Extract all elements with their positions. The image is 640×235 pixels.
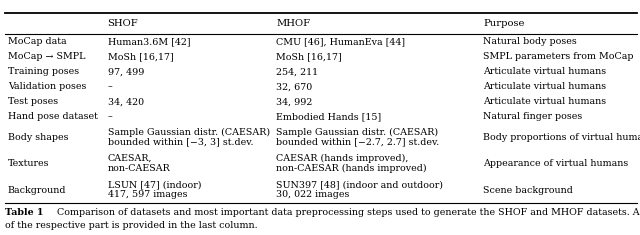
Text: Natural body poses: Natural body poses xyxy=(483,37,577,46)
Text: Embodied Hands [15]: Embodied Hands [15] xyxy=(276,113,381,121)
Text: Purpose: Purpose xyxy=(483,19,525,28)
Text: Scene background: Scene background xyxy=(483,186,573,195)
Text: 30, 022 images: 30, 022 images xyxy=(276,190,350,199)
Text: Natural finger poses: Natural finger poses xyxy=(483,113,582,121)
Text: SHOF: SHOF xyxy=(108,19,138,28)
Text: SMPL parameters from MoCap: SMPL parameters from MoCap xyxy=(483,52,634,61)
Text: of the respective part is provided in the last column.: of the respective part is provided in th… xyxy=(5,221,258,230)
Text: Training poses: Training poses xyxy=(8,67,79,76)
Text: 417, 597 images: 417, 597 images xyxy=(108,190,187,199)
Text: non-CAESAR: non-CAESAR xyxy=(108,164,170,173)
Text: Sample Gaussian distr. (CAESAR): Sample Gaussian distr. (CAESAR) xyxy=(108,128,269,137)
Text: Textures: Textures xyxy=(8,159,49,168)
Text: LSUN [47] (indoor): LSUN [47] (indoor) xyxy=(108,180,201,189)
Text: Comparison of datasets and most important data preprocessing steps used to gener: Comparison of datasets and most importan… xyxy=(51,208,640,217)
Text: Human3.6M [42]: Human3.6M [42] xyxy=(108,37,190,46)
Text: 97, 499: 97, 499 xyxy=(108,67,144,76)
Text: 32, 670: 32, 670 xyxy=(276,82,313,91)
Text: MoSh [16,17]: MoSh [16,17] xyxy=(276,52,342,61)
Text: MoSh [16,17]: MoSh [16,17] xyxy=(108,52,173,61)
Text: Hand pose dataset: Hand pose dataset xyxy=(8,113,97,121)
Text: Table 1: Table 1 xyxy=(5,208,44,217)
Text: Validation poses: Validation poses xyxy=(8,82,86,91)
Text: Articulate virtual humans: Articulate virtual humans xyxy=(483,98,606,106)
Text: Body shapes: Body shapes xyxy=(8,133,68,142)
Text: CAESAR (hands improved),: CAESAR (hands improved), xyxy=(276,154,409,163)
Text: MHOF: MHOF xyxy=(276,19,310,28)
Text: 254, 211: 254, 211 xyxy=(276,67,319,76)
Text: 34, 420: 34, 420 xyxy=(108,98,143,106)
Text: bounded within [−3, 3] st.dev.: bounded within [−3, 3] st.dev. xyxy=(108,137,253,146)
Text: CMU [46], HumanEva [44]: CMU [46], HumanEva [44] xyxy=(276,37,406,46)
Text: bounded within [−2.7, 2.7] st.dev.: bounded within [−2.7, 2.7] st.dev. xyxy=(276,137,440,146)
Text: –: – xyxy=(108,82,112,91)
Text: Body proportions of virtual humans: Body proportions of virtual humans xyxy=(483,133,640,142)
Text: Articulate virtual humans: Articulate virtual humans xyxy=(483,82,606,91)
Text: SUN397 [48] (indoor and outdoor): SUN397 [48] (indoor and outdoor) xyxy=(276,180,444,189)
Text: MoCap → SMPL: MoCap → SMPL xyxy=(8,52,85,61)
Text: CAESAR,: CAESAR, xyxy=(108,154,152,163)
Text: Sample Gaussian distr. (CAESAR): Sample Gaussian distr. (CAESAR) xyxy=(276,128,438,137)
Text: non-CAESAR (hands improved): non-CAESAR (hands improved) xyxy=(276,164,427,173)
Text: Test poses: Test poses xyxy=(8,98,58,106)
Text: Articulate virtual humans: Articulate virtual humans xyxy=(483,67,606,76)
Text: –: – xyxy=(108,113,112,121)
Text: Background: Background xyxy=(8,186,66,195)
Text: MoCap data: MoCap data xyxy=(8,37,67,46)
Text: Appearance of virtual humans: Appearance of virtual humans xyxy=(483,159,628,168)
Text: 34, 992: 34, 992 xyxy=(276,98,313,106)
